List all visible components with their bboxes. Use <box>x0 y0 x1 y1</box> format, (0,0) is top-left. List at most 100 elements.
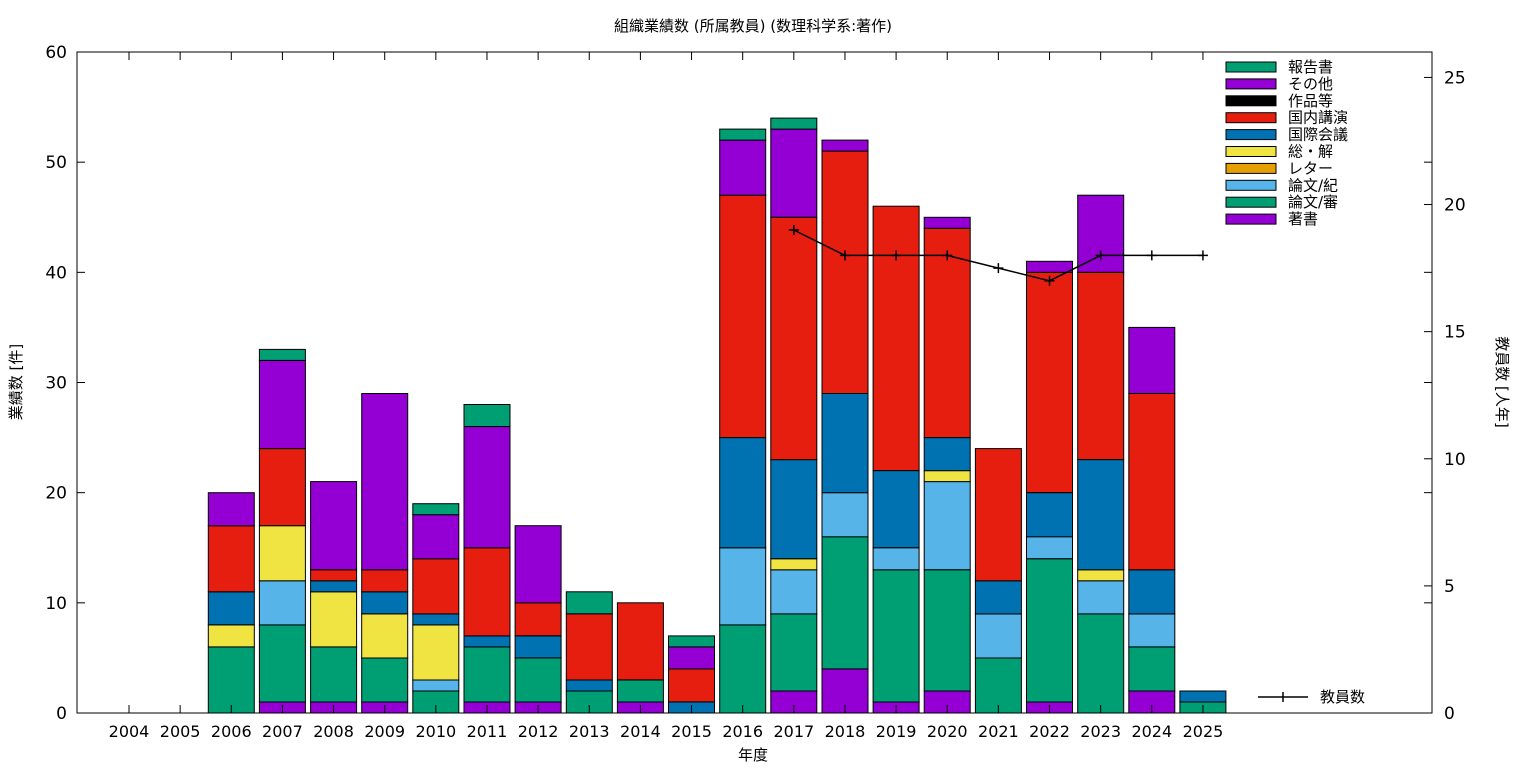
line-layer <box>788 224 1208 286</box>
bar-segment-2008-8 <box>310 481 358 571</box>
legend-swatch <box>1225 213 1277 225</box>
bar-segment-2022-2 <box>1026 536 1073 560</box>
legend-label: 論文/審 <box>1288 193 1338 211</box>
bar-segment-2008-4 <box>310 591 358 648</box>
x-tick-label: 2018 <box>825 722 866 741</box>
x-tick-label: 2020 <box>927 722 968 741</box>
bar-segment-2010-2 <box>412 679 460 692</box>
bar-segment-2018-6 <box>821 150 869 394</box>
x-tick-label: 2022 <box>1029 722 1070 741</box>
y-axis-title: 業績数 [件] <box>7 344 25 420</box>
bar-segment-2010-4 <box>412 624 460 681</box>
legend-label: 総・解 <box>1288 143 1333 161</box>
bar-segment-2014-1 <box>616 679 664 703</box>
legend-swatch <box>1225 162 1277 174</box>
bar-segment-2014-6 <box>616 602 664 681</box>
bar-segment-2019-1 <box>872 569 920 703</box>
bar-segment-2018-2 <box>821 492 869 538</box>
x-tick-label: 2012 <box>518 722 559 741</box>
bar-segment-2016-1 <box>719 624 767 714</box>
y-tick-label: 20 <box>45 484 67 504</box>
y2-tick-label: 5 <box>1444 577 1455 597</box>
legend-swatch <box>1225 129 1277 141</box>
bar-segment-2018-8 <box>821 139 869 152</box>
y2-axis-title: 教員数 [人年] <box>1493 336 1511 427</box>
bar-segment-2012-8 <box>514 525 562 604</box>
bar-segment-2024-1 <box>1128 646 1176 692</box>
bar-segment-2016-8 <box>719 139 767 196</box>
bar-segment-2017-9 <box>770 117 818 130</box>
bar-segment-2011-1 <box>463 646 511 703</box>
legend-swatch <box>1225 95 1277 107</box>
x-tick-label: 2014 <box>620 722 661 741</box>
legend-label-line: 教員数 <box>1320 688 1365 706</box>
bar-segment-2015-6 <box>668 668 715 703</box>
bar-segment-2013-9 <box>565 591 613 615</box>
y-tick-label: 50 <box>45 153 67 173</box>
y-tick-label: 60 <box>45 43 67 63</box>
legend-swatch <box>1225 78 1277 90</box>
bar-segment-2008-6 <box>310 569 358 582</box>
x-tick-label: 2013 <box>569 722 610 741</box>
bar-segment-2011-9 <box>463 404 511 427</box>
bar-segment-2007-1 <box>258 624 306 703</box>
x-tick-label: 2008 <box>313 722 354 741</box>
bar-segment-2007-9 <box>258 348 306 361</box>
bar-segment-2019-2 <box>872 547 920 571</box>
bar-segment-2021-6 <box>974 448 1022 582</box>
bar-segment-2020-8 <box>923 216 971 229</box>
bar-segment-2025-5 <box>1179 690 1227 703</box>
bar-segment-2007-8 <box>258 360 306 450</box>
legend-label: 報告書 <box>1288 58 1333 76</box>
legend-label: 論文/紀 <box>1288 176 1338 194</box>
x-tick-label: 2021 <box>978 722 1019 741</box>
x-tick-label: 2007 <box>262 722 303 741</box>
y2-tick-label: 25 <box>1444 68 1466 88</box>
legend-label: レター <box>1288 159 1333 177</box>
bar-segment-2007-6 <box>258 448 306 527</box>
bar-segment-2024-8 <box>1128 326 1176 394</box>
bar-segment-2010-8 <box>412 514 460 560</box>
bar-segment-2010-6 <box>412 558 460 615</box>
bar-segment-2023-4 <box>1077 569 1125 582</box>
x-tick-label: 2016 <box>722 722 763 741</box>
y-tick-label: 10 <box>45 594 67 614</box>
legend-label: 国際会議 <box>1288 126 1348 144</box>
bar-segment-2023-1 <box>1077 613 1125 714</box>
bar-segment-2015-8 <box>668 646 715 670</box>
legend-label: 著書 <box>1288 210 1318 228</box>
bar-segment-2017-6 <box>770 216 818 461</box>
bar-segment-2006-8 <box>207 492 255 527</box>
bar-segment-2010-9 <box>412 503 460 516</box>
bars-layer <box>207 117 1227 714</box>
bar-segment-2019-5 <box>872 470 920 549</box>
x-tick-label: 2024 <box>1131 722 1172 741</box>
x-tick-label: 2009 <box>364 722 405 741</box>
y2-tick-label: 15 <box>1444 323 1466 343</box>
legend-label: その他 <box>1288 75 1333 93</box>
bar-segment-2023-8 <box>1077 194 1125 273</box>
bar-segment-2017-5 <box>770 459 818 560</box>
bar-segment-2017-2 <box>770 569 818 615</box>
y-tick-label: 40 <box>45 263 67 283</box>
chart-title: 組織業績数 (所属教員) (数理科学系:著作) <box>614 17 892 35</box>
legend-swatch <box>1225 112 1277 124</box>
bar-segment-2021-5 <box>974 580 1022 615</box>
bar-segment-2006-1 <box>207 646 255 714</box>
bar-segment-2022-1 <box>1026 558 1073 703</box>
bar-segment-2008-5 <box>310 580 358 593</box>
bar-segment-2006-4 <box>207 624 255 648</box>
bar-segment-2016-9 <box>719 128 767 141</box>
bar-segment-2024-2 <box>1128 613 1176 648</box>
legend-swatch <box>1225 146 1277 157</box>
x-tick-label: 2015 <box>671 722 712 741</box>
bar-segment-2009-5 <box>361 591 409 615</box>
bar-segment-2006-5 <box>207 591 255 626</box>
y-tick-label: 0 <box>56 704 67 724</box>
bar-segment-2007-4 <box>258 525 306 582</box>
legend-swatch <box>1225 196 1277 208</box>
bar-segment-2012-6 <box>514 602 562 637</box>
